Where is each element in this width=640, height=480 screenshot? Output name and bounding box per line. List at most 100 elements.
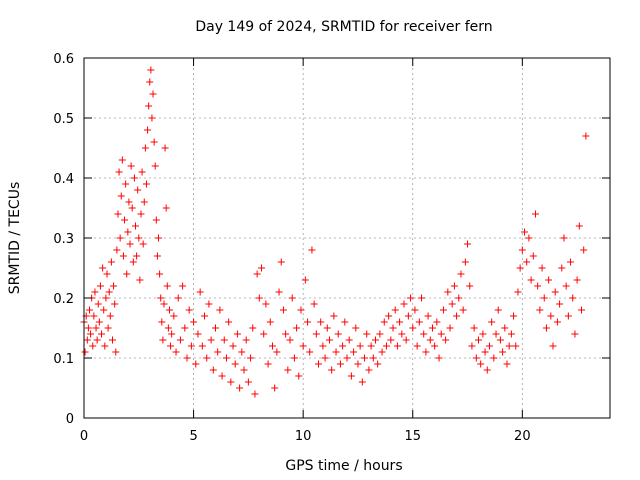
data-point xyxy=(306,348,314,356)
data-point xyxy=(282,330,290,338)
data-point xyxy=(332,348,340,356)
data-point xyxy=(113,246,121,254)
data-point xyxy=(258,264,266,272)
data-point xyxy=(137,210,145,218)
axis-ticks: 0 0.1 0.2 0.3 0.4 0.5 0.6 0 5 10 15 20 xyxy=(53,52,610,444)
data-point xyxy=(119,252,127,260)
data-point xyxy=(160,300,168,308)
data-point xyxy=(117,192,125,200)
data-point xyxy=(156,270,164,278)
data-point xyxy=(187,342,195,350)
data-point xyxy=(262,300,270,308)
data-point xyxy=(477,360,485,368)
data-point xyxy=(374,360,382,368)
data-point xyxy=(571,330,579,338)
data-point xyxy=(170,312,178,320)
data-point xyxy=(218,372,226,380)
y-tick-label: 0 xyxy=(66,412,74,427)
data-point xyxy=(163,282,171,290)
data-point xyxy=(244,378,252,386)
data-point xyxy=(512,342,520,350)
data-point xyxy=(448,300,456,308)
data-point xyxy=(549,342,557,350)
data-point xyxy=(505,342,513,350)
data-point xyxy=(315,360,323,368)
data-point xyxy=(141,144,149,152)
data-point xyxy=(356,342,364,350)
data-point xyxy=(242,336,250,344)
data-point xyxy=(153,252,161,260)
data-point xyxy=(251,390,259,398)
data-point xyxy=(457,270,465,278)
data-point xyxy=(266,318,274,326)
data-point xyxy=(87,330,95,338)
data-point xyxy=(101,342,109,350)
data-point xyxy=(260,330,268,338)
data-point xyxy=(312,330,320,338)
data-point xyxy=(352,324,360,332)
data-point xyxy=(158,318,166,326)
data-point xyxy=(510,312,518,320)
chart-title: Day 149 of 2024, SRMTID for receiver fer… xyxy=(195,19,492,35)
data-point xyxy=(582,132,590,140)
data-point xyxy=(147,66,155,74)
data-point xyxy=(144,126,152,134)
data-point xyxy=(105,288,113,296)
data-point xyxy=(168,330,176,338)
data-point xyxy=(83,336,91,344)
data-point xyxy=(413,342,421,350)
data-point xyxy=(91,288,99,296)
data-point xyxy=(501,324,509,332)
data-point xyxy=(203,354,211,362)
data-point xyxy=(165,306,173,314)
data-point xyxy=(84,324,92,332)
data-point xyxy=(402,336,410,344)
data-point xyxy=(354,360,362,368)
data-point xyxy=(161,144,169,152)
data-point xyxy=(135,234,143,242)
data-point xyxy=(521,228,529,236)
y-tick-label: 0.1 xyxy=(53,352,74,367)
y-tick-label: 0.2 xyxy=(53,292,74,307)
data-point xyxy=(424,312,432,320)
data-point xyxy=(325,336,333,344)
data-point xyxy=(341,318,349,326)
y-tick-label: 0.4 xyxy=(53,172,74,187)
data-point xyxy=(138,168,146,176)
data-point xyxy=(376,330,384,338)
data-point xyxy=(288,294,296,302)
data-point xyxy=(142,180,150,188)
data-point xyxy=(382,342,390,350)
data-point xyxy=(290,354,298,362)
data-point xyxy=(304,318,312,326)
data-point xyxy=(93,336,101,344)
data-point xyxy=(345,336,353,344)
data-point xyxy=(140,198,148,206)
data-point xyxy=(422,348,430,356)
data-point xyxy=(343,354,351,362)
data-point xyxy=(580,246,588,254)
data-point xyxy=(183,354,191,362)
data-point xyxy=(89,342,97,350)
data-point xyxy=(273,348,281,356)
data-point xyxy=(485,342,493,350)
data-point xyxy=(442,336,450,344)
y-tick-label: 0.5 xyxy=(53,112,74,127)
data-point xyxy=(481,348,489,356)
data-point xyxy=(420,330,428,338)
data-point xyxy=(499,348,507,356)
data-point xyxy=(523,258,531,266)
data-point xyxy=(145,102,153,110)
data-point xyxy=(133,252,141,260)
data-point xyxy=(551,288,559,296)
data-point xyxy=(129,258,137,266)
data-point xyxy=(238,348,246,356)
data-point xyxy=(363,330,371,338)
data-point xyxy=(468,342,476,350)
data-point xyxy=(444,288,452,296)
data-point xyxy=(293,324,301,332)
data-point xyxy=(475,336,482,344)
data-point xyxy=(328,366,336,374)
data-point xyxy=(540,294,548,302)
data-point xyxy=(149,90,157,98)
